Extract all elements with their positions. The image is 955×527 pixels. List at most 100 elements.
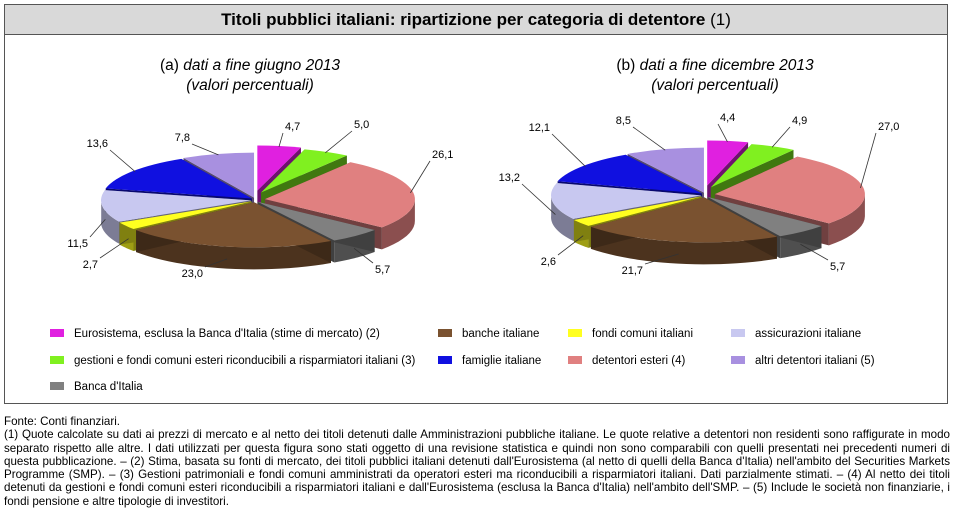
chart-a-prefix: (a): [159, 57, 179, 74]
pie-slice: [105, 158, 252, 199]
pie-slice: [557, 154, 702, 194]
legend-swatch: [438, 328, 452, 337]
data-label: 4,9: [792, 115, 807, 127]
legend-label: assicurazioni italiane: [755, 328, 862, 340]
pie-slice: [261, 149, 347, 193]
pie-slice: [136, 202, 331, 248]
legend-item-famiglie: famiglie italiane: [438, 354, 541, 368]
leader-line: [717, 123, 728, 142]
pie-slice-wall: [828, 194, 865, 246]
legend-item-eurosistema: Eurosistema, esclusa la Banca d'Italia (…: [50, 327, 380, 341]
legend-swatch: [50, 381, 64, 390]
leader-line: [410, 160, 431, 194]
pie-chart-a: 4,7 5,0 26,1 5,7 23,0 2,7 11,5 13,6 7,8: [67, 119, 453, 280]
data-label: 8,5: [616, 115, 631, 127]
pie-slice: [707, 140, 749, 186]
chart-b-subtitle-units: (valori percentuali): [651, 77, 779, 94]
leader-line: [644, 253, 679, 265]
data-label: 5,7: [375, 264, 390, 276]
data-label: 27,0: [878, 121, 899, 133]
data-label: 5,0: [354, 119, 369, 131]
leader-line: [325, 130, 353, 154]
data-label: 11,5: [67, 238, 88, 250]
data-label: 23,0: [182, 268, 203, 280]
figure-title: Titoli pubblici italiani: ripartizione p…: [5, 5, 947, 35]
legend-swatch: [438, 355, 452, 364]
legend-swatch: [568, 328, 582, 337]
pie-slice: [257, 145, 301, 191]
chart-b-subtitle-text: dati a fine dicembre 2013: [639, 57, 814, 74]
legend-swatch: [731, 355, 745, 364]
data-label: 7,8: [175, 132, 190, 144]
leader-line: [800, 243, 829, 261]
pie-slice-wall: [136, 230, 331, 270]
data-label: 26,1: [432, 149, 453, 161]
leader-line: [353, 247, 374, 264]
footnote-body: (1) Quote calcolate su dati ai prezzi di…: [4, 428, 950, 508]
legend-label: fondi comuni italiani: [592, 328, 694, 340]
figure-title-text: Titoli pubblici italiani: ripartizione p…: [221, 10, 706, 29]
leader-line: [632, 126, 666, 151]
leader-line: [278, 132, 284, 147]
leader-line: [521, 183, 556, 215]
pie-slice: [710, 144, 794, 188]
leader-line: [557, 235, 584, 256]
pie-chart-b: 4,4 4,9 27,0 5,7 21,7 2,6 13,2 12,1 8,5: [499, 112, 900, 277]
data-label: 13,6: [87, 138, 108, 150]
leader-line: [860, 132, 877, 189]
leader-line: [771, 126, 791, 148]
legend-label: Banca d'Italia: [74, 381, 143, 393]
pie-slice-wall: [101, 198, 119, 244]
legend-label: banche italiane: [462, 328, 540, 340]
pie-slice: [183, 152, 255, 198]
data-label: 2,7: [83, 259, 98, 271]
source-note: Fonte: Conti finanziari.: [4, 415, 120, 428]
legend-item-altri: altri detentori italiani (5): [731, 354, 875, 368]
legend-label: Eurosistema, esclusa la Banca d'Italia (…: [74, 328, 380, 340]
data-label: 12,1: [529, 122, 550, 134]
footnotes: Fonte: Conti finanziari. (1) Quote calco…: [4, 415, 950, 508]
pie-slice: [257, 201, 375, 241]
legend-swatch: [50, 355, 64, 364]
legend-label: altri detentori italiani (5): [755, 355, 875, 367]
leader-line: [99, 238, 129, 259]
pie-slice: [551, 182, 702, 219]
leader-line: [191, 143, 219, 156]
legend-item-bancaitalia: Banca d'Italia: [50, 380, 143, 394]
pie-slice: [590, 197, 777, 243]
leader-line: [551, 133, 586, 167]
legend-swatch: [731, 328, 745, 337]
leader-line: [204, 258, 228, 268]
pie-charts-svg: 4,7 5,0 26,1 5,7 23,0 2,7 11,5 13,6 7,8 4,4 4,9 27,…: [67, 112, 900, 280]
legend-item-banche: banche italiane: [438, 327, 539, 341]
pie-slice: [264, 162, 415, 228]
leader-line: [89, 219, 106, 238]
pie-slice: [714, 156, 865, 224]
pie-slice: [707, 196, 822, 237]
legend-swatch: [50, 328, 64, 337]
pie-slice: [101, 190, 252, 222]
data-label: 4,7: [285, 121, 300, 133]
chart-a-subtitle-text: dati a fine giugno 2013: [183, 57, 341, 74]
legend-label: famiglie italiane: [462, 355, 542, 367]
chart-b-subtitle: (b) dati a fine dicembre 2013 (valori pe…: [585, 56, 845, 96]
pie-slice-wall: [381, 198, 415, 250]
legend-label: detentori esteri (4): [592, 355, 686, 367]
legend-swatch: [568, 355, 582, 364]
pie-slice: [119, 201, 252, 230]
legend-item-assicurazioni: assicurazioni italiane: [731, 327, 861, 341]
legend-label: gestioni e fondi comuni esteri riconduci…: [74, 355, 416, 367]
legend-item-esteri: detentori esteri (4): [568, 354, 685, 368]
data-label: 5,7: [830, 261, 845, 273]
pie-slice-wall: [590, 226, 777, 265]
chart-b-prefix: (b): [616, 57, 636, 74]
data-label: 13,2: [499, 172, 520, 184]
data-label: 4,4: [720, 112, 735, 124]
legend-item-fondi: fondi comuni italiani: [568, 327, 693, 341]
data-label: 2,6: [541, 256, 556, 268]
pie-slice-wall: [551, 193, 574, 241]
chart-a-subtitle: (a) dati a fine giugno 2013 (valori perc…: [120, 56, 380, 96]
pie-slice: [627, 147, 704, 193]
data-label: 21,7: [622, 265, 643, 277]
pie-slice: [573, 196, 702, 226]
